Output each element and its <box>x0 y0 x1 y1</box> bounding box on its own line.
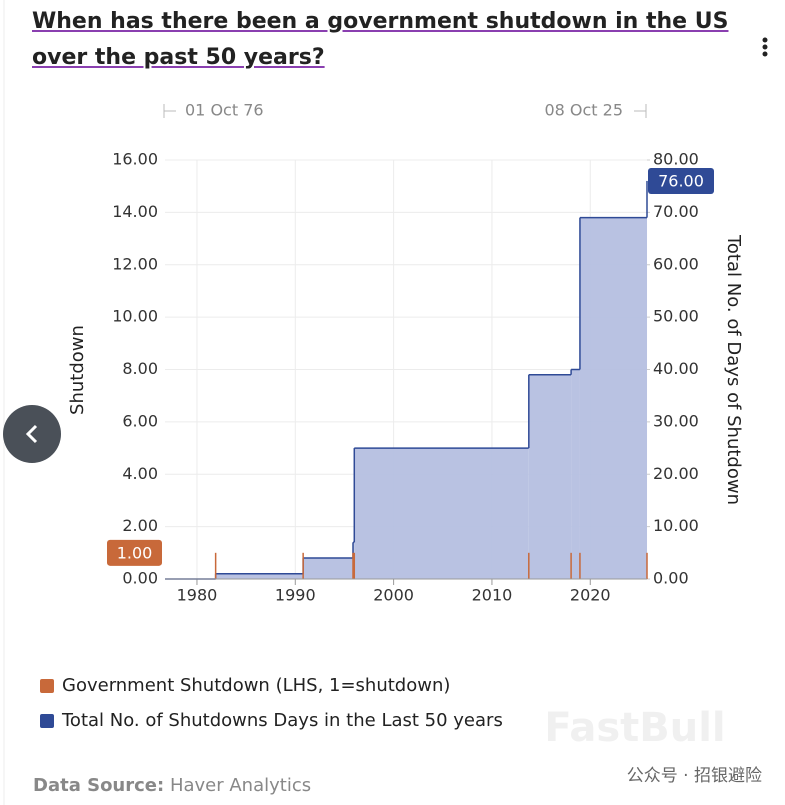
step-area <box>215 573 304 579</box>
legend-label[interactable]: Government Shutdown (LHS, 1=shutdown) <box>62 675 450 696</box>
step-area <box>354 448 529 579</box>
step-area <box>528 374 572 579</box>
watermark: FastBull <box>544 705 725 751</box>
y-tick-label: 16.00 <box>112 150 158 169</box>
y2-tick-label: 30.00 <box>653 411 699 430</box>
x-tick-label: 2010 <box>472 586 513 605</box>
x-tick-label: 2000 <box>373 586 414 605</box>
legend-label[interactable]: Total No. of Shutdowns Days in the Last … <box>61 710 503 731</box>
y2-axis-label: Total No. of Days of Shutdown <box>723 234 744 505</box>
value-label: 76.00 <box>658 171 704 190</box>
x-tick-label: 2020 <box>570 586 611 605</box>
x-tick-label: 1980 <box>177 586 218 605</box>
y-tick-label: 0.00 <box>122 569 158 588</box>
title-box: When has there been a government shutdow… <box>32 9 729 70</box>
y-tick-label: 12.00 <box>112 254 158 273</box>
source-name: Haver Analytics <box>170 775 311 796</box>
menu-dot <box>762 44 768 50</box>
range-handles <box>163 104 647 118</box>
x-tick-label: 1990 <box>275 586 316 605</box>
back-button[interactable] <box>3 405 61 463</box>
value-badge <box>648 167 714 194</box>
y2-tick-label: 50.00 <box>653 307 699 326</box>
step-series <box>165 180 648 580</box>
y2-tick-label: 40.00 <box>653 359 699 378</box>
value-label: 1.00 <box>117 543 153 562</box>
range-start[interactable]: 01 Oct 76 <box>185 101 264 120</box>
legend: Government Shutdown (LHS, 1=shutdown) Tot… <box>40 675 503 731</box>
legend-swatch <box>40 714 54 728</box>
back-chevron <box>25 424 38 444</box>
step-area <box>303 558 354 579</box>
account-label: 公众号 · 招银避险 <box>627 766 762 786</box>
y2-tick-label: 10.00 <box>653 516 699 535</box>
y-tick-label: 6.00 <box>122 411 158 430</box>
source: Data Source: Haver Analytics <box>33 775 311 796</box>
menu[interactable] <box>762 37 768 57</box>
y2-tick-label: 60.00 <box>653 254 699 273</box>
y-tick-label: 8.00 <box>122 359 158 378</box>
step-area <box>579 217 647 580</box>
y2-tick-label: 80.00 <box>653 150 699 169</box>
menu-dot <box>762 37 768 43</box>
plot: 0.00 2.00 4.00 6.00 8.00 10.00 12.00 14.00 16.00… <box>107 150 714 605</box>
y-tick-label: 14.00 <box>112 202 158 221</box>
y2-tick-label: 70.00 <box>653 202 699 221</box>
source-label: Data Source: <box>33 775 164 796</box>
y-tick-label: 10.00 <box>112 307 158 326</box>
chart-title[interactable]: When has there been a government shutdow… <box>32 9 729 70</box>
back-circle[interactable] <box>3 405 61 463</box>
y-axis-label: Shutdown <box>67 325 88 415</box>
y-tick-label: 4.00 <box>122 464 158 483</box>
y2-tick-label: 20.00 <box>653 464 699 483</box>
legend-swatch <box>40 679 54 693</box>
value-badge <box>107 539 162 566</box>
y-tick-label: 2.00 <box>122 516 158 535</box>
range-end[interactable]: 08 Oct 25 <box>544 101 623 120</box>
step-area <box>571 369 580 579</box>
menu-dot <box>762 51 768 57</box>
y2-tick-label: 0.00 <box>653 569 689 588</box>
